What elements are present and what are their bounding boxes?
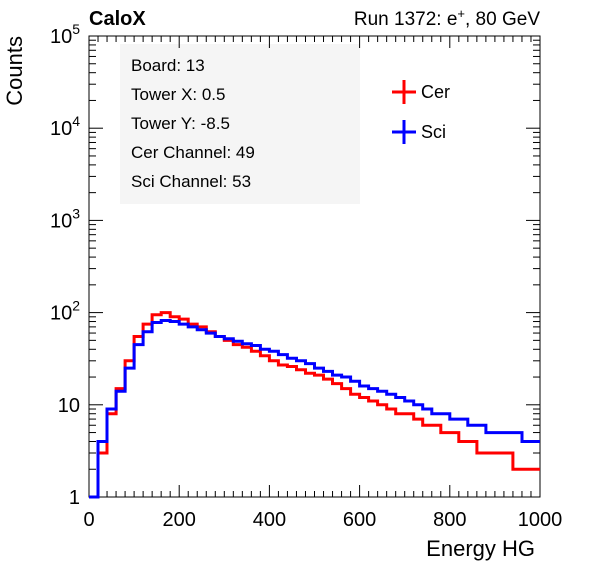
legend-label-cer: Cer (421, 82, 450, 102)
info-box (120, 44, 360, 204)
x-tick-label: 1000 (518, 509, 563, 531)
info-line: Tower X: 0.5 (131, 85, 226, 104)
x-axis-title: Energy HG (426, 536, 535, 561)
y-tick-label: 103 (50, 205, 80, 232)
y-tick-label: 105 (50, 21, 80, 48)
x-tick-label: 600 (343, 509, 376, 531)
y-tick-label: 1 (69, 487, 80, 509)
y-axis-title: Counts (2, 36, 27, 106)
x-tick-label: 200 (163, 509, 196, 531)
info-line: Sci Channel: 53 (131, 172, 251, 191)
legend-label-sci: Sci (421, 122, 446, 142)
info-line: Cer Channel: 49 (131, 143, 255, 162)
info-line: Tower Y: -8.5 (131, 114, 230, 133)
series-sci-line (89, 319, 540, 499)
info-line: Board: 13 (131, 56, 205, 75)
x-tick-label: 800 (433, 509, 466, 531)
x-tick-label: 0 (83, 509, 94, 531)
y-tick-label: 104 (50, 113, 80, 140)
series-cer-line (89, 311, 540, 499)
run-label: Run 1372: e+, 80 GeV (354, 6, 540, 30)
y-tick-label: 102 (50, 298, 80, 325)
y-tick-label: 10 (58, 395, 80, 417)
experiment-label: CaloX (89, 8, 146, 30)
x-tick-label: 400 (253, 509, 286, 531)
